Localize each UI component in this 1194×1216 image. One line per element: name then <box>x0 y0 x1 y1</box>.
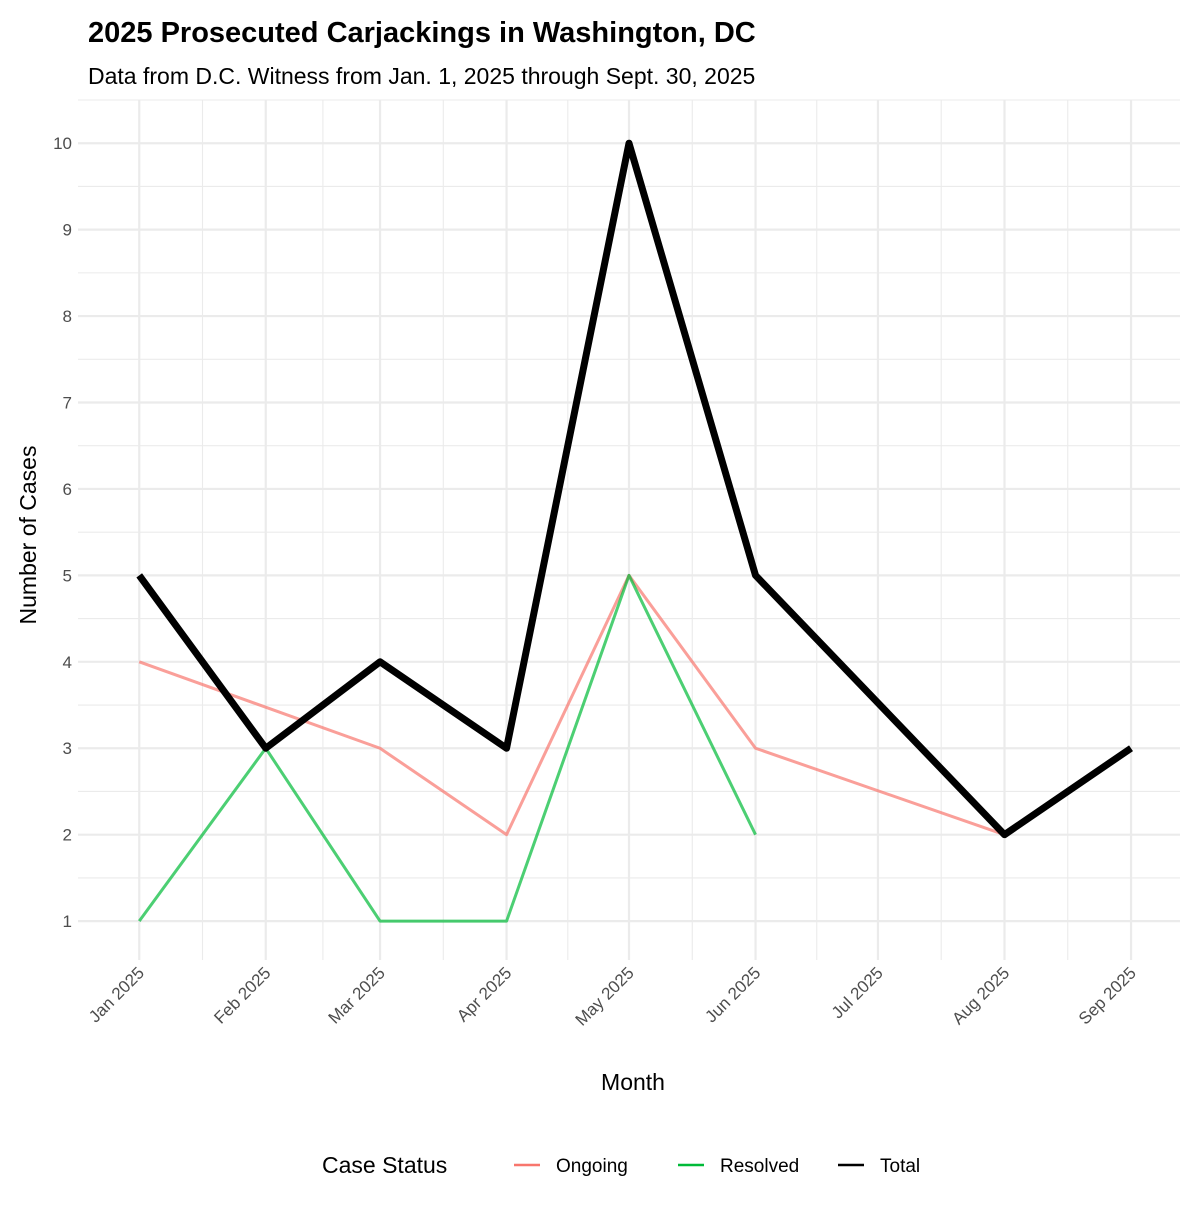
y-tick-label: 3 <box>63 739 72 758</box>
legend-item-resolved: Resolved <box>678 1156 799 1177</box>
x-tick-label: Aug 2025 <box>948 963 1013 1028</box>
y-tick-label: 7 <box>63 394 72 413</box>
y-tick-label: 10 <box>53 134 72 153</box>
series-line-resolved <box>138 573 757 923</box>
y-axis-label: Number of Cases <box>15 446 41 625</box>
y-tick-label: 5 <box>63 566 72 585</box>
x-tick-label: Jun 2025 <box>701 963 764 1026</box>
y-tick-label: 6 <box>63 480 72 499</box>
legend-title: Case Status <box>322 1152 447 1178</box>
legend-label: Total <box>880 1156 920 1177</box>
y-tick-label: 4 <box>63 653 72 672</box>
y-tick-label: 1 <box>63 912 72 931</box>
x-axis-label: Month <box>601 1069 665 1095</box>
x-axis-ticks: Jan 2025 Feb 2025 Mar 2025 Apr 2025 May 2025… <box>85 963 1140 1029</box>
x-tick-label: May 2025 <box>572 963 638 1029</box>
y-tick-label: 9 <box>63 221 72 240</box>
series-line-ongoing <box>138 573 1005 837</box>
chart-title: 2025 Prosecuted Carjackings in Washingto… <box>88 17 756 49</box>
x-tick-label: Jul 2025 <box>828 963 887 1022</box>
legend-label: Ongoing <box>556 1156 628 1177</box>
series-lines <box>136 139 1133 923</box>
y-tick-label: 8 <box>63 307 72 326</box>
x-tick-label: Feb 2025 <box>210 963 274 1027</box>
chart-subtitle: Data from D.C. Witness from Jan. 1, 2025… <box>88 63 755 89</box>
legend-item-ongoing: Ongoing <box>514 1156 628 1177</box>
x-tick-label: Mar 2025 <box>325 963 389 1027</box>
y-axis-ticks: 1 2 3 4 5 6 7 8 9 10 <box>53 134 72 931</box>
legend-label: Resolved <box>720 1156 799 1177</box>
x-tick-label: Apr 2025 <box>453 963 515 1025</box>
legend-item-total: Total <box>838 1156 920 1177</box>
y-tick-label: 2 <box>63 826 72 845</box>
x-tick-label: Jan 2025 <box>85 963 148 1026</box>
x-tick-label: Sep 2025 <box>1075 963 1140 1028</box>
legend: Case Status Ongoing Resolved Total <box>322 1152 920 1178</box>
series-line-total <box>136 139 1133 839</box>
